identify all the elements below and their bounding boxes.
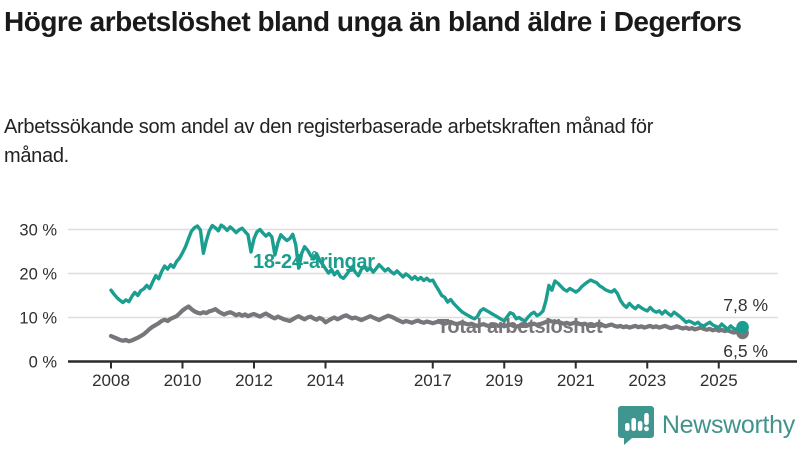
x-axis-tick-label: 2023 (628, 371, 666, 390)
x-axis-tick-label: 2025 (700, 371, 738, 390)
chart-subtitle: Arbetssökande som andel av den registerb… (4, 116, 654, 167)
x-axis-tick-label: 2008 (92, 371, 130, 390)
newsworthy-logo: Newsworthy (617, 406, 795, 445)
y-axis-tick-label: 10 % (19, 310, 57, 328)
y-axis-tick-label: 30 % (19, 222, 57, 240)
x-axis-tick-label: 2012 (235, 371, 273, 390)
y-axis-tick-label: 0 % (29, 354, 58, 372)
end-dot-young (736, 320, 749, 334)
end-value-label-young: 7,8 % (723, 295, 768, 315)
x-axis-tick-label: 2010 (164, 371, 202, 390)
series-label-young: 18-24-åringar (253, 250, 375, 273)
series-label-total: Total arbetslöshet (437, 316, 603, 338)
bar-chart-speech-bubble-icon (617, 406, 654, 445)
page-title: Högre arbetslöshet bland unga än bland ä… (4, 6, 742, 37)
y-axis-tick-label: 20 % (19, 266, 57, 284)
x-axis-tick-label: 2014 (307, 371, 345, 390)
x-axis-tick-label: 2017 (414, 371, 452, 390)
end-value-label-total: 6,5 % (723, 341, 768, 361)
line-young-unemployment (109, 223, 745, 332)
x-axis-tick-label: 2021 (557, 371, 595, 390)
line-total-unemployment (108, 304, 745, 344)
logo-wordmark: Newsworthy (661, 411, 795, 439)
x-axis-tick-label: 2019 (485, 371, 523, 390)
